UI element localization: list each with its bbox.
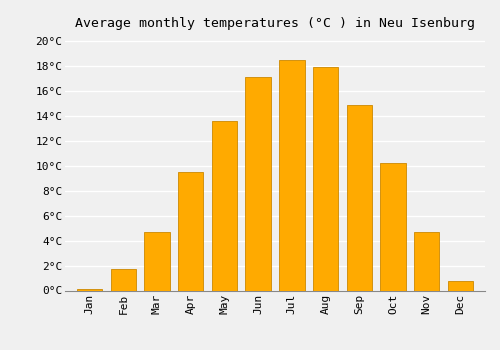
Bar <box>110 269 136 290</box>
Bar <box>313 68 338 290</box>
Bar <box>246 77 271 290</box>
Bar <box>144 232 170 290</box>
Bar <box>279 60 304 290</box>
Bar <box>77 289 102 290</box>
Title: Average monthly temperatures (°C ) in Neu Isenburg: Average monthly temperatures (°C ) in Ne… <box>75 17 475 30</box>
Bar <box>346 105 372 290</box>
Bar <box>212 121 237 290</box>
Bar <box>414 232 440 290</box>
Bar <box>380 163 406 290</box>
Bar <box>448 281 473 290</box>
Bar <box>178 172 204 290</box>
